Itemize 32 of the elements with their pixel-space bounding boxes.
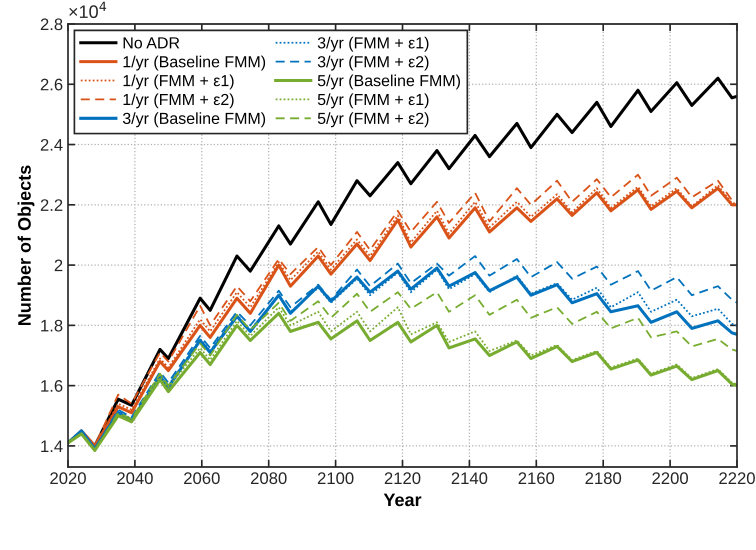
x-tick-label: 2080: [251, 472, 287, 484]
x-tick-label: 2160: [518, 472, 554, 484]
legend-label: 5/yr (FMM + ε2): [318, 112, 428, 128]
y-tick-label: 2.8: [40, 18, 62, 30]
x-tick-label: 2020: [50, 472, 86, 484]
x-tick-label: 2220: [719, 472, 755, 484]
text: ×10$^{4}$: [69, 2, 106, 18]
legend-label: 1/yr (FMM + ε2): [124, 93, 234, 108]
legend-label: No ADR: [124, 37, 180, 49]
x-axis-title: Year: [384, 494, 422, 506]
x-tick-label: 2100: [318, 472, 354, 484]
legend-label: 3/yr (FMM + ε1): [318, 36, 428, 52]
y-tick-label: 2: [54, 259, 62, 272]
legend-label: 1/yr (FMM + ε1): [124, 74, 234, 90]
legend-label: 3/yr (Baseline FMM): [122, 112, 266, 128]
y-tick-label: 1.4: [41, 440, 63, 452]
y-tick-label: 2.4: [40, 138, 63, 151]
legend-label: 1/yr (Baseline FMM): [124, 56, 266, 71]
y-axis-title: Number of Objects: [18, 165, 34, 326]
y-tick-label: 2.6: [40, 78, 62, 90]
x-tick-label: 2040: [117, 472, 153, 484]
x-tick-label: 2200: [652, 472, 688, 484]
x-tick-label: 2120: [384, 472, 420, 484]
x-tick-label: 2180: [586, 472, 622, 484]
legend-label: 5/yr (Baseline FMM): [318, 74, 460, 90]
legend-label: 3/yr (FMM + ε2): [318, 56, 428, 71]
y-tick-label: 1.6: [41, 380, 62, 392]
x-tick-label: 2060: [184, 472, 220, 484]
y-tick-label: 1.8: [41, 320, 62, 332]
y-tick-label: 2.2: [40, 199, 62, 211]
legend-label: 5/yr (FMM + ε1): [318, 93, 428, 108]
x-tick-label: 2140: [452, 472, 488, 484]
